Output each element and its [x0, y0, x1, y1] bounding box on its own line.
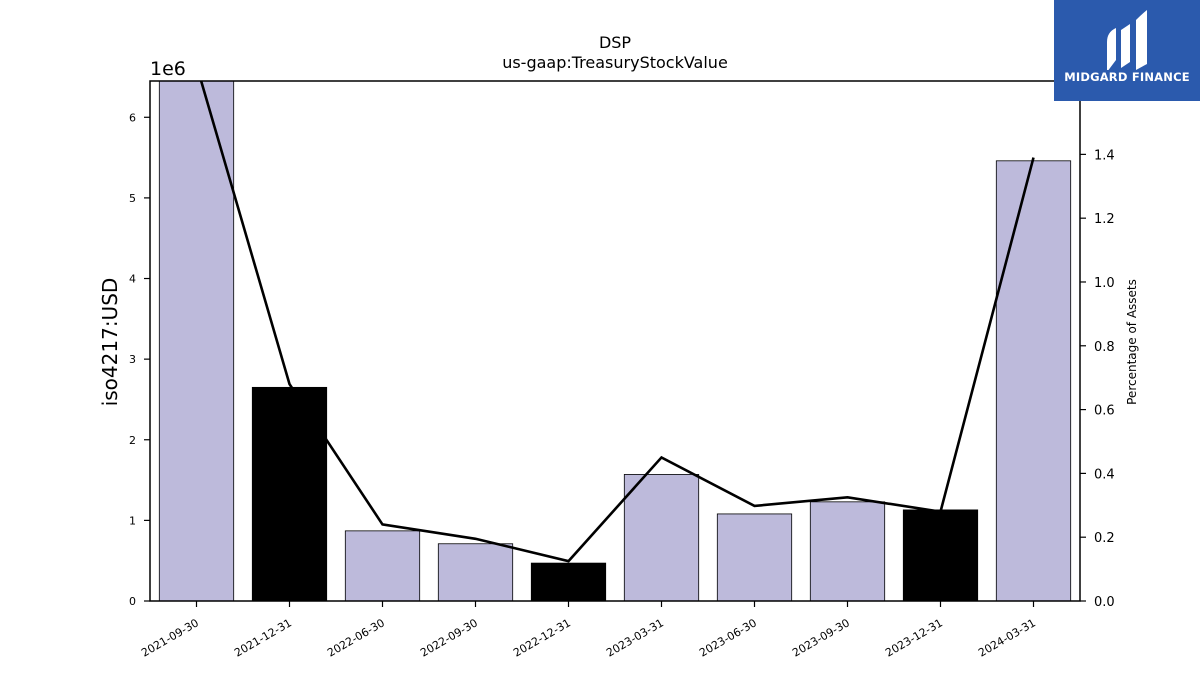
y-tick-label: 0 — [129, 595, 136, 608]
bar — [530, 562, 607, 602]
x-tick-label: 2023-12-31 — [883, 616, 945, 659]
midgard-finance-logo: MIDGARD FINANCE — [1054, 0, 1200, 101]
logo-text: MIDGARD FINANCE — [1064, 70, 1190, 84]
bar — [344, 530, 421, 602]
x-tick-label: 2021-09-30 — [139, 616, 201, 659]
y-right-tick-label: 1.2 — [1094, 212, 1115, 227]
x-tick-label: 2023-06-30 — [697, 616, 759, 659]
y-right-tick-label: 0.2 — [1094, 531, 1115, 546]
y-offset-label: 1e6 — [150, 58, 186, 80]
x-tick-label: 2022-09-30 — [418, 616, 480, 659]
y-right-tick-label: 0.8 — [1094, 340, 1115, 355]
x-tick-label: 2023-03-31 — [604, 616, 666, 659]
y-tick-label: 4 — [129, 273, 136, 286]
bar — [902, 509, 979, 602]
plot-frame — [149, 80, 1081, 602]
y-tick-label: 1 — [129, 514, 136, 527]
series-line — [199, 81, 1035, 563]
bar — [716, 513, 793, 602]
y-tick-label: 6 — [129, 111, 136, 124]
bar — [995, 160, 1072, 602]
chart-title: DSP — [599, 33, 631, 52]
y-right-tick-label: 0.4 — [1094, 467, 1115, 482]
x-tick-label: 2022-12-31 — [511, 616, 573, 659]
y-right-tick-label: 1.4 — [1094, 148, 1115, 163]
chart-subtitle: us-gaap:TreasuryStockValue — [502, 53, 728, 72]
y-axis-right-label: Percentage of Assets — [1125, 279, 1139, 405]
x-tick-label: 2021-12-31 — [232, 616, 294, 659]
y-axis-label: iso4217:USD — [98, 278, 122, 407]
y-right-tick-label: 0.0 — [1094, 595, 1115, 610]
x-tick-label: 2022-06-30 — [325, 616, 387, 659]
y-tick-label: 5 — [129, 192, 136, 205]
bar — [251, 386, 328, 602]
x-tick-label: 2023-09-30 — [790, 616, 852, 659]
bar — [158, 80, 235, 602]
bar — [437, 543, 514, 602]
bar — [623, 474, 700, 602]
logo-mark-icon — [1107, 10, 1147, 70]
y-right-tick-label: 1.0 — [1094, 276, 1115, 291]
x-tick-label: 2024-03-31 — [976, 616, 1038, 659]
y-tick-label: 3 — [129, 353, 136, 366]
y-right-tick-label: 0.6 — [1094, 404, 1115, 419]
y-tick-label: 2 — [129, 434, 136, 447]
bar — [809, 501, 886, 602]
